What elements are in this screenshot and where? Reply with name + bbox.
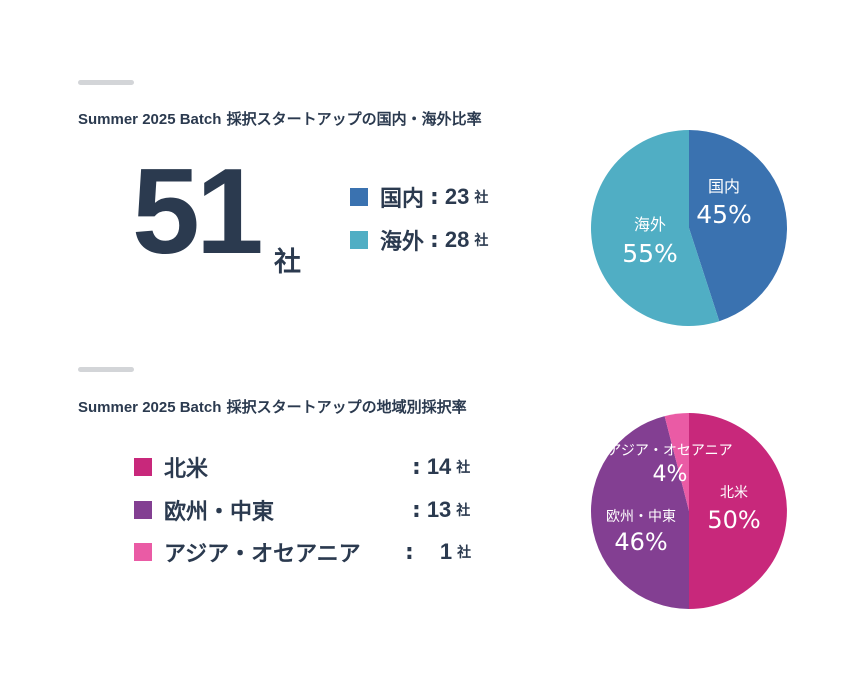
pie1-percent-label-0: 45% (696, 200, 752, 229)
pie2-percent-label-2: 4% (653, 462, 688, 487)
legend-colon: : (412, 454, 421, 480)
section2-heading-jp: 採択スタートアップの地域別採択率 (226, 398, 467, 416)
pie2-slice-2 (664, 413, 689, 511)
pie2-category-label-0: 北米 (720, 485, 748, 501)
section1-divider (78, 80, 134, 85)
legend-label-overseas: 海外 (380, 230, 425, 255)
legend-count-europe-middle-east: 13 (426, 497, 452, 522)
legend-swatch-north-america (134, 458, 152, 476)
legend-row-domestic: 国内 : 23 社 (350, 182, 488, 212)
legend-row-europe-middle-east: 欧州・中東 (134, 495, 274, 525)
legend-count-north-america: 14 (426, 454, 452, 479)
section1-heading-jp: 採択スタートアップの国内・海外比率 (226, 110, 482, 128)
section2-heading-en: Summer 2025 Batch (78, 399, 222, 416)
total-unit: 社 (274, 247, 301, 278)
pie1-slice-1 (591, 130, 720, 326)
pie1-category-label-1: 海外 (634, 215, 666, 234)
legend-unit: 社 (456, 503, 471, 519)
pie1-percent-label-1: 55% (622, 239, 678, 268)
section1-heading: Summer 2025 Batch 採択スタートアップの国内・海外比率 (78, 108, 482, 129)
pie1-category-label-0: 国内 (708, 177, 740, 196)
pie2-percent-label-0: 50% (707, 506, 760, 534)
legend-unit: 社 (474, 190, 489, 206)
pie2-percent-label-1: 46% (614, 528, 667, 556)
legend-colon: : (405, 539, 414, 565)
pie2-category-label-1: 欧州・中東 (606, 509, 676, 525)
section1-heading-en: Summer 2025 Batch (78, 111, 222, 128)
legend-row-north-america: 北米 (134, 452, 208, 482)
legend-row-overseas: 海外 : 28 社 (350, 225, 488, 255)
legend-swatch-europe-middle-east (134, 501, 152, 519)
pie2-category-label-2: アジア・オセアニア (607, 443, 732, 459)
legend-label-asia-oceania: アジア・オセアニア (164, 542, 361, 567)
section2-heading: Summer 2025 Batch 採択スタートアップの地域別採択率 (78, 396, 467, 417)
legend-label-europe-middle-east: 欧州・中東 (164, 500, 275, 525)
legend-count-asia-oceania: 1 (439, 539, 453, 564)
pie2-slice-1 (591, 416, 689, 609)
legend-colon: : (412, 497, 421, 523)
legend-count-row-asia-oceania: : 1 社 (405, 537, 471, 567)
legend-label-domestic: 国内 (380, 187, 425, 212)
legend-unit: 社 (456, 460, 471, 476)
pie2-slice-0 (689, 413, 787, 609)
legend-colon: : (430, 227, 439, 253)
legend-unit: 社 (474, 233, 489, 249)
legend-swatch-domestic (350, 188, 368, 206)
legend-count-row-north-america: : 14 社 (412, 452, 470, 482)
legend-swatch-overseas (350, 231, 368, 249)
legend-unit: 社 (457, 545, 472, 561)
legend-count-overseas: 28 (444, 227, 470, 252)
legend-colon: : (430, 184, 439, 210)
legend-row-asia-oceania: アジア・オセアニア (134, 537, 361, 567)
legend-count-domestic: 23 (444, 184, 470, 209)
section2-divider (78, 367, 134, 372)
pie1-slice-0 (689, 130, 788, 322)
legend-swatch-asia-oceania (134, 543, 152, 561)
total-count: 51 (132, 143, 264, 279)
legend-count-row-europe-middle-east: : 13 社 (412, 495, 470, 525)
legend-label-north-america: 北米 (164, 457, 209, 482)
